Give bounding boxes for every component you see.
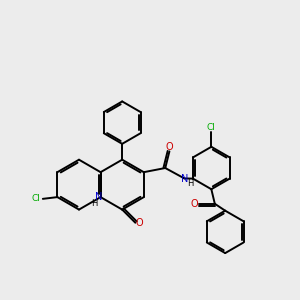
Text: N: N bbox=[181, 174, 188, 184]
Text: Cl: Cl bbox=[207, 123, 216, 132]
Text: H: H bbox=[91, 199, 98, 208]
Text: H: H bbox=[188, 179, 194, 188]
Text: Cl: Cl bbox=[32, 194, 40, 203]
Text: O: O bbox=[190, 199, 198, 209]
Text: N: N bbox=[95, 192, 103, 202]
Text: O: O bbox=[136, 218, 143, 228]
Text: O: O bbox=[166, 142, 173, 152]
